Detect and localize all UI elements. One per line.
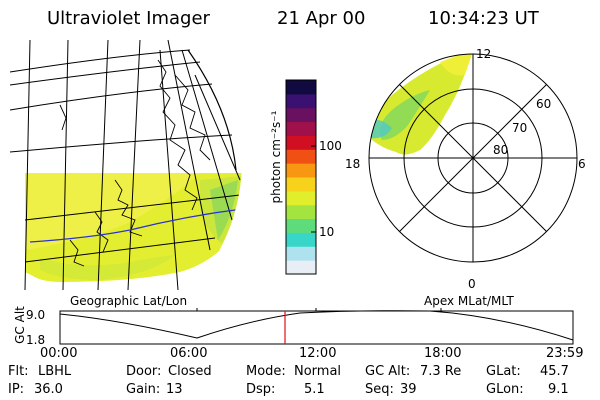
colorbar-band [286, 80, 316, 95]
colorbar-band [286, 232, 316, 247]
timeline-xtick-0600: 06:00 [170, 346, 208, 361]
lat-label-70: 70 [512, 121, 527, 135]
mlt-label-dawn: 6 [578, 157, 586, 171]
colorbar-band [286, 218, 316, 233]
footer-door-value: Closed [168, 364, 212, 379]
mlt-label-midnight: 0 [468, 277, 476, 291]
colorbar-band [286, 93, 316, 109]
colorbar-tick-100: 100 [319, 139, 342, 153]
footer-glon-value: 9.1 [548, 382, 569, 397]
mlt-label-dusk: 18 [345, 157, 360, 171]
timeline-xtick-2359: 23:59 [546, 346, 584, 361]
footer-seq-value: 39 [400, 382, 417, 397]
timeline-xtick-1200: 12:00 [299, 346, 337, 361]
time-label: 10:34:23 UT [428, 8, 539, 29]
footer-door-label: Door: [126, 364, 162, 379]
date-label: 21 Apr 00 [277, 8, 366, 29]
footer-seq-label: Seq: [365, 382, 394, 397]
timeline-ytick-max: 9.0 [26, 308, 46, 322]
colorbar-band [286, 177, 316, 192]
colorbar [286, 80, 316, 275]
footer-gcalt-value: 7.3 Re [420, 364, 462, 379]
lat-label-80: 80 [493, 143, 508, 157]
footer-dsp-value: 5.1 [304, 382, 325, 397]
footer-mode-label: Mode: [246, 364, 286, 379]
instrument-title: Ultraviolet Imager [47, 8, 210, 29]
timeline-ytick-min: 1.8 [26, 333, 46, 347]
altitude-timeline [59, 308, 574, 345]
colorbar-band [286, 135, 316, 150]
altitude-curve [59, 310, 574, 341]
footer-gain-value: 13 [166, 382, 183, 397]
geographic-panel-label: Geographic Lat/Lon [70, 294, 188, 308]
polar-plot: 12 18 6 0 60 70 80 [345, 47, 586, 291]
footer-ip-label: IP: [8, 382, 25, 397]
footer-gain-label: Gain: [126, 382, 161, 397]
lat-label-60: 60 [536, 97, 551, 111]
colorbar-band [286, 163, 316, 178]
timeline-xtick-0000: 00:00 [40, 346, 78, 361]
apex-panel-label: Apex MLat/MLT [424, 294, 514, 308]
colorbar-tick-10: 10 [319, 225, 335, 239]
footer-ip-value: 36.0 [34, 382, 63, 397]
footer-mode-value: Normal [294, 364, 342, 379]
timeline-axis-label: GC Alt [13, 306, 27, 344]
colorbar-band [286, 121, 316, 136]
colorbar-band [286, 149, 316, 164]
mlt-label-noon: 12 [476, 47, 491, 61]
footer-glat-label: GLat: [486, 364, 521, 379]
colorbar-unit-label: photon cm⁻²s⁻¹ [269, 110, 283, 204]
terminator-line [29, 207, 242, 243]
footer-gcalt-label: GC Alt: [365, 364, 411, 379]
footer-glat-value: 45.7 [540, 364, 569, 379]
colorbar-band [286, 190, 316, 206]
footer-glon-label: GLon: [486, 382, 524, 397]
colorbar-band [286, 260, 316, 275]
colorbar-band [286, 246, 316, 261]
footer-dsp-label: Dsp: [246, 382, 276, 397]
geographic-map [9, 39, 242, 291]
footer-flt-label: Flt: [8, 364, 29, 379]
colorbar-band [286, 107, 316, 123]
timeline-xtick-1800: 18:00 [424, 346, 462, 361]
footer-flt-value: LBHL [38, 364, 72, 379]
colorbar-band [286, 204, 316, 220]
